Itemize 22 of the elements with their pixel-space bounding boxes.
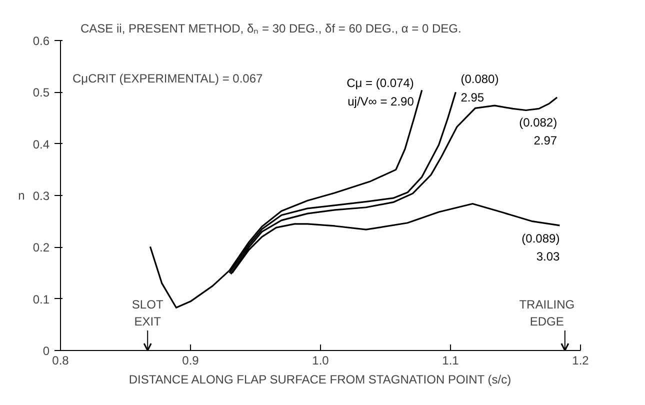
y-tick-label: 0.1 (32, 292, 50, 306)
series-label: (0.089) 3.03 (522, 231, 560, 264)
annotation: CμCRIT (EXPERIMENTAL) = 0.067 (72, 72, 264, 86)
x-tick-label: 0.8 (52, 354, 70, 368)
chart-title: CASE ii, PRESENT METHOD, δₙ = 30 DEG., δf = 60 DEG., α = 0 DEG. (80, 22, 462, 36)
y-tick-label: 0.4 (32, 137, 50, 152)
y-tick-label: 0.6 (32, 34, 50, 48)
annotation: TRAILING EDGE (519, 298, 575, 328)
series-label: (0.080) 2.95 (460, 72, 499, 104)
y-tick-label: 0.3 (32, 189, 50, 203)
annotation: SLOT EXIT (132, 298, 164, 328)
x-tick-label: 1.2 (572, 354, 590, 368)
x-tick-label: 1.1 (442, 354, 460, 368)
y-tick-label: 0 (42, 344, 50, 358)
x-tick-label: 1.0 (312, 354, 330, 368)
series-label: Cμ = (0.074) uj/V∞ = 2.90 (346, 76, 414, 108)
y-tick-label: 0.2 (32, 240, 50, 255)
y-axis-title: n (18, 188, 25, 202)
series-label: (0.082) 2.97 (519, 115, 558, 148)
y-tick-label: 0.5 (32, 86, 50, 100)
x-tick-label: 0.9 (182, 354, 200, 368)
x-axis-title: DISTANCE ALONG FLAP SURFACE FROM STAGNATION POINT (s/c) (128, 372, 512, 386)
